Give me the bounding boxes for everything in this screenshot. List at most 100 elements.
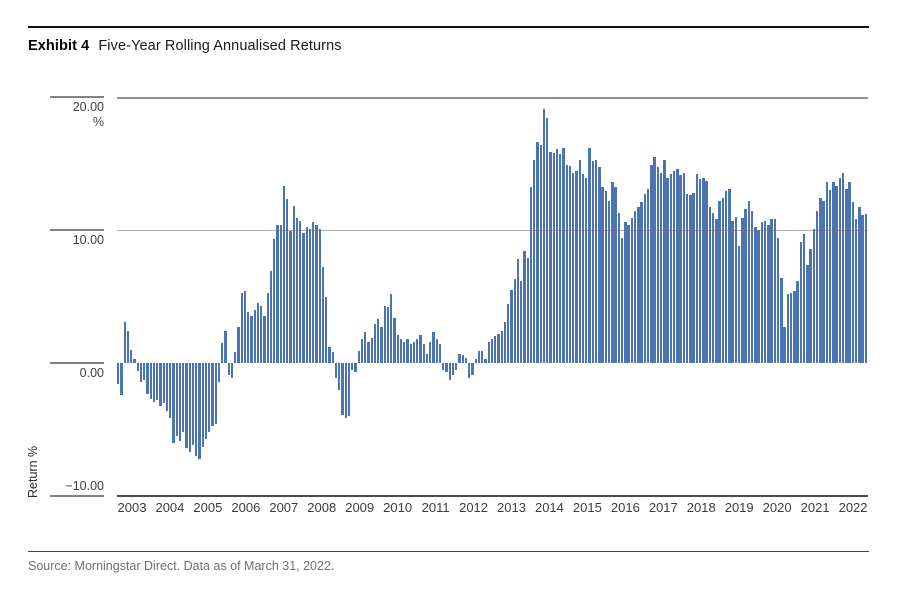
x-year-label: 2014 (534, 500, 564, 515)
bar (234, 352, 237, 363)
bar (698, 179, 702, 363)
bar (406, 339, 409, 363)
bar (429, 341, 432, 363)
bar (445, 363, 448, 373)
bar (672, 171, 676, 363)
x-year-label: 2008 (307, 500, 337, 515)
bar (666, 178, 669, 363)
bar (139, 363, 143, 382)
bar (149, 363, 152, 399)
bar (159, 363, 162, 406)
bar (581, 174, 585, 363)
bar (747, 200, 751, 363)
gridline-20 (117, 97, 868, 99)
bar (601, 187, 604, 363)
bar (854, 219, 858, 363)
bar (204, 363, 208, 439)
bar (757, 230, 760, 363)
bar (695, 174, 699, 363)
bar (468, 363, 471, 378)
bar (851, 202, 855, 363)
bar (767, 224, 770, 363)
bar (533, 159, 536, 363)
bar (263, 316, 266, 363)
x-year-label: 2016 (610, 500, 640, 515)
bar (825, 182, 829, 363)
bar (393, 317, 396, 363)
bar (471, 363, 474, 375)
bar (247, 312, 250, 363)
bar (120, 363, 123, 395)
bar (315, 224, 318, 363)
bar (338, 363, 341, 390)
y-tick-label: 20.00 (72, 100, 104, 114)
bar (858, 207, 861, 363)
bar (620, 237, 624, 363)
bar (773, 219, 777, 363)
bar (562, 147, 565, 363)
bar (172, 363, 175, 443)
bar (490, 339, 494, 363)
bar (760, 222, 764, 363)
bar (653, 156, 656, 363)
bar (611, 182, 614, 363)
bar (838, 178, 842, 363)
bar (260, 305, 263, 363)
bar (585, 178, 588, 363)
bar (510, 289, 513, 363)
bar (789, 292, 793, 363)
bar (156, 363, 159, 401)
bar (328, 347, 331, 363)
x-year-label: 2022 (838, 500, 868, 515)
bar (559, 154, 562, 363)
bar (201, 363, 204, 447)
bar (604, 191, 607, 363)
y-axis-unit-label: % (92, 115, 104, 129)
x-year-label: 2021 (800, 500, 830, 515)
bar (624, 222, 627, 363)
bar (637, 207, 640, 363)
bar (598, 167, 601, 363)
bar (341, 363, 344, 415)
bar (266, 292, 269, 363)
x-year-label: 2019 (724, 500, 754, 515)
bar (815, 211, 819, 363)
bar (442, 363, 445, 370)
bar (750, 211, 754, 363)
bar (539, 144, 542, 363)
bar (299, 220, 302, 363)
bar (331, 352, 334, 363)
x-year-label: 2015 (572, 500, 602, 515)
bar (464, 357, 468, 363)
bar (520, 280, 523, 363)
bar (321, 267, 325, 363)
y-tick-label: −10.00 (65, 479, 104, 493)
x-year-label: 2003 (117, 500, 147, 515)
bar (458, 353, 461, 363)
bar (607, 200, 611, 363)
bar (198, 363, 201, 459)
bar (435, 339, 438, 363)
bar (692, 192, 695, 363)
bar (334, 363, 338, 378)
bar (646, 188, 650, 363)
bar (718, 200, 721, 363)
bar (432, 332, 435, 363)
x-year-label: 2010 (383, 500, 413, 515)
y-tick-label: 10.00 (72, 233, 104, 247)
x-year-label: 2004 (155, 500, 185, 515)
bar (715, 219, 718, 363)
bar (503, 321, 507, 363)
bar (123, 321, 126, 363)
bar (318, 228, 321, 363)
bar (364, 332, 367, 363)
plot-area (117, 97, 868, 497)
bar (312, 222, 315, 363)
bar (650, 164, 653, 363)
y-tick-line (50, 96, 104, 98)
bar (799, 241, 803, 363)
bar (211, 363, 214, 426)
bar (731, 220, 734, 363)
bar (279, 224, 282, 363)
bar (575, 171, 578, 363)
